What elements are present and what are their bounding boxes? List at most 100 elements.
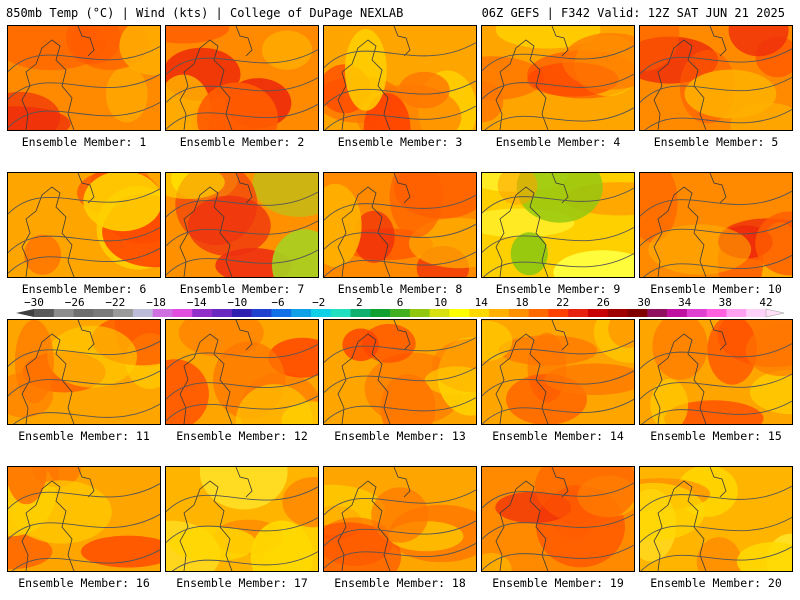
pressure-contour — [166, 220, 318, 247]
pressure-contour — [640, 220, 792, 247]
ensemble-member-map — [481, 319, 635, 425]
colorbar-tick-label: 26 — [597, 297, 610, 309]
colorbar-swatch — [548, 309, 569, 317]
pressure-contour — [640, 517, 792, 543]
temperature-field — [640, 26, 792, 130]
pressure-contour — [482, 187, 634, 214]
temperature-blob — [24, 234, 62, 275]
ensemble-member-map — [165, 172, 319, 278]
coastline — [551, 320, 569, 351]
pressure-contour — [482, 544, 634, 571]
ensemble-member-label: Ensemble Member: 11 — [18, 429, 150, 443]
colorbar-tick-label: −30 — [24, 297, 44, 309]
coastline — [77, 467, 95, 498]
temperature-blob — [8, 26, 107, 71]
pressure-contour — [640, 48, 792, 75]
ensemble-member-map — [639, 319, 793, 425]
colorbar-swatch — [587, 309, 609, 317]
ensemble-member-map — [7, 172, 161, 278]
pressure-contour — [324, 542, 476, 569]
pressure-contour — [324, 489, 476, 516]
temperature-blob — [262, 30, 313, 70]
colorbar-swatch — [647, 309, 668, 317]
colorbar-swatch — [212, 309, 233, 317]
header-title: 850mb Temp (°C) | Wind (kts) | College o… — [6, 6, 404, 20]
temperature-blob — [8, 533, 53, 570]
colorbar-swatch — [528, 309, 549, 317]
temperature-blob — [83, 173, 160, 232]
colorbar-tick-label: 34 — [678, 297, 692, 309]
ensemble-member-label: Ensemble Member: 5 — [653, 135, 779, 149]
coastline — [235, 26, 253, 57]
colorbar-swatch — [330, 309, 351, 317]
colorbar-tick-label: 22 — [556, 297, 569, 309]
pressure-contour — [643, 254, 792, 277]
pressure-contour — [166, 395, 318, 422]
pressure-contour — [8, 102, 160, 128]
temperature-blob — [166, 359, 209, 424]
pressure-contour — [324, 367, 476, 393]
pressure-contour — [13, 403, 160, 424]
pressure-contour — [166, 191, 318, 218]
coastline — [337, 333, 391, 424]
colorbar-swatch — [350, 309, 371, 317]
coastline — [21, 39, 75, 130]
pressure-contour — [482, 73, 634, 100]
colorbar-swatch — [429, 309, 450, 317]
pressure-contour — [166, 49, 318, 75]
temperature-blob — [235, 384, 313, 424]
temperature-blob — [482, 81, 504, 123]
pressure-contour — [324, 42, 476, 68]
temperature-field — [324, 26, 476, 130]
temperature-field — [166, 467, 318, 571]
colorbar-tick-label: 6 — [397, 297, 404, 309]
ensemble-member-label: Ensemble Member: 9 — [495, 282, 621, 296]
temperature-blob — [187, 195, 271, 257]
pressure-contour — [324, 397, 476, 423]
ensemble-member-label: Ensemble Member: 17 — [176, 576, 308, 590]
coastline — [393, 467, 411, 498]
temperature-blob — [272, 229, 318, 277]
colorbar-max-arrow — [765, 308, 785, 318]
coastline — [393, 320, 411, 351]
temperature-field — [166, 320, 318, 424]
temperature-blob — [252, 173, 318, 217]
pressure-contour — [166, 486, 318, 513]
coastline — [337, 39, 391, 130]
temperature-blob — [482, 552, 512, 571]
colorbar-swatch — [192, 309, 213, 317]
coastline — [77, 320, 95, 351]
colorbar-tick-label: −18 — [146, 297, 166, 309]
colorbar-swatch — [746, 309, 767, 317]
colorbar-swatch — [370, 309, 391, 317]
coastline — [495, 39, 549, 130]
ensemble-member-map — [165, 319, 319, 425]
coastline — [551, 173, 569, 204]
temperature-field — [324, 320, 476, 424]
colorbar-swatch — [686, 309, 707, 317]
temperature-blob — [544, 363, 634, 395]
colorbar-swatch — [508, 309, 529, 317]
temperature-blob — [516, 173, 603, 223]
coastline — [551, 467, 569, 498]
colorbar-tick-label: 10 — [434, 297, 447, 309]
pressure-contour — [641, 400, 792, 424]
temperature-blob — [728, 26, 789, 57]
ensemble-member-map — [323, 25, 477, 131]
pressure-contour — [166, 344, 318, 370]
temperature-blob — [169, 526, 257, 562]
pressure-contour — [640, 546, 792, 571]
temperature-field — [324, 467, 476, 571]
temperature-blob — [749, 369, 792, 415]
temperature-blob — [553, 250, 634, 277]
colorbar-tick-label: 18 — [515, 297, 528, 309]
pressure-contour — [482, 482, 634, 509]
colorbar-swatch — [627, 309, 648, 317]
ensemble-member-map — [481, 466, 635, 572]
coastline — [653, 186, 707, 277]
pressure-contour — [8, 370, 160, 397]
coastline — [179, 333, 233, 424]
pressure-contour — [8, 483, 160, 510]
temperature-blob — [199, 467, 288, 510]
colorbar-tick-label: 14 — [475, 297, 489, 309]
